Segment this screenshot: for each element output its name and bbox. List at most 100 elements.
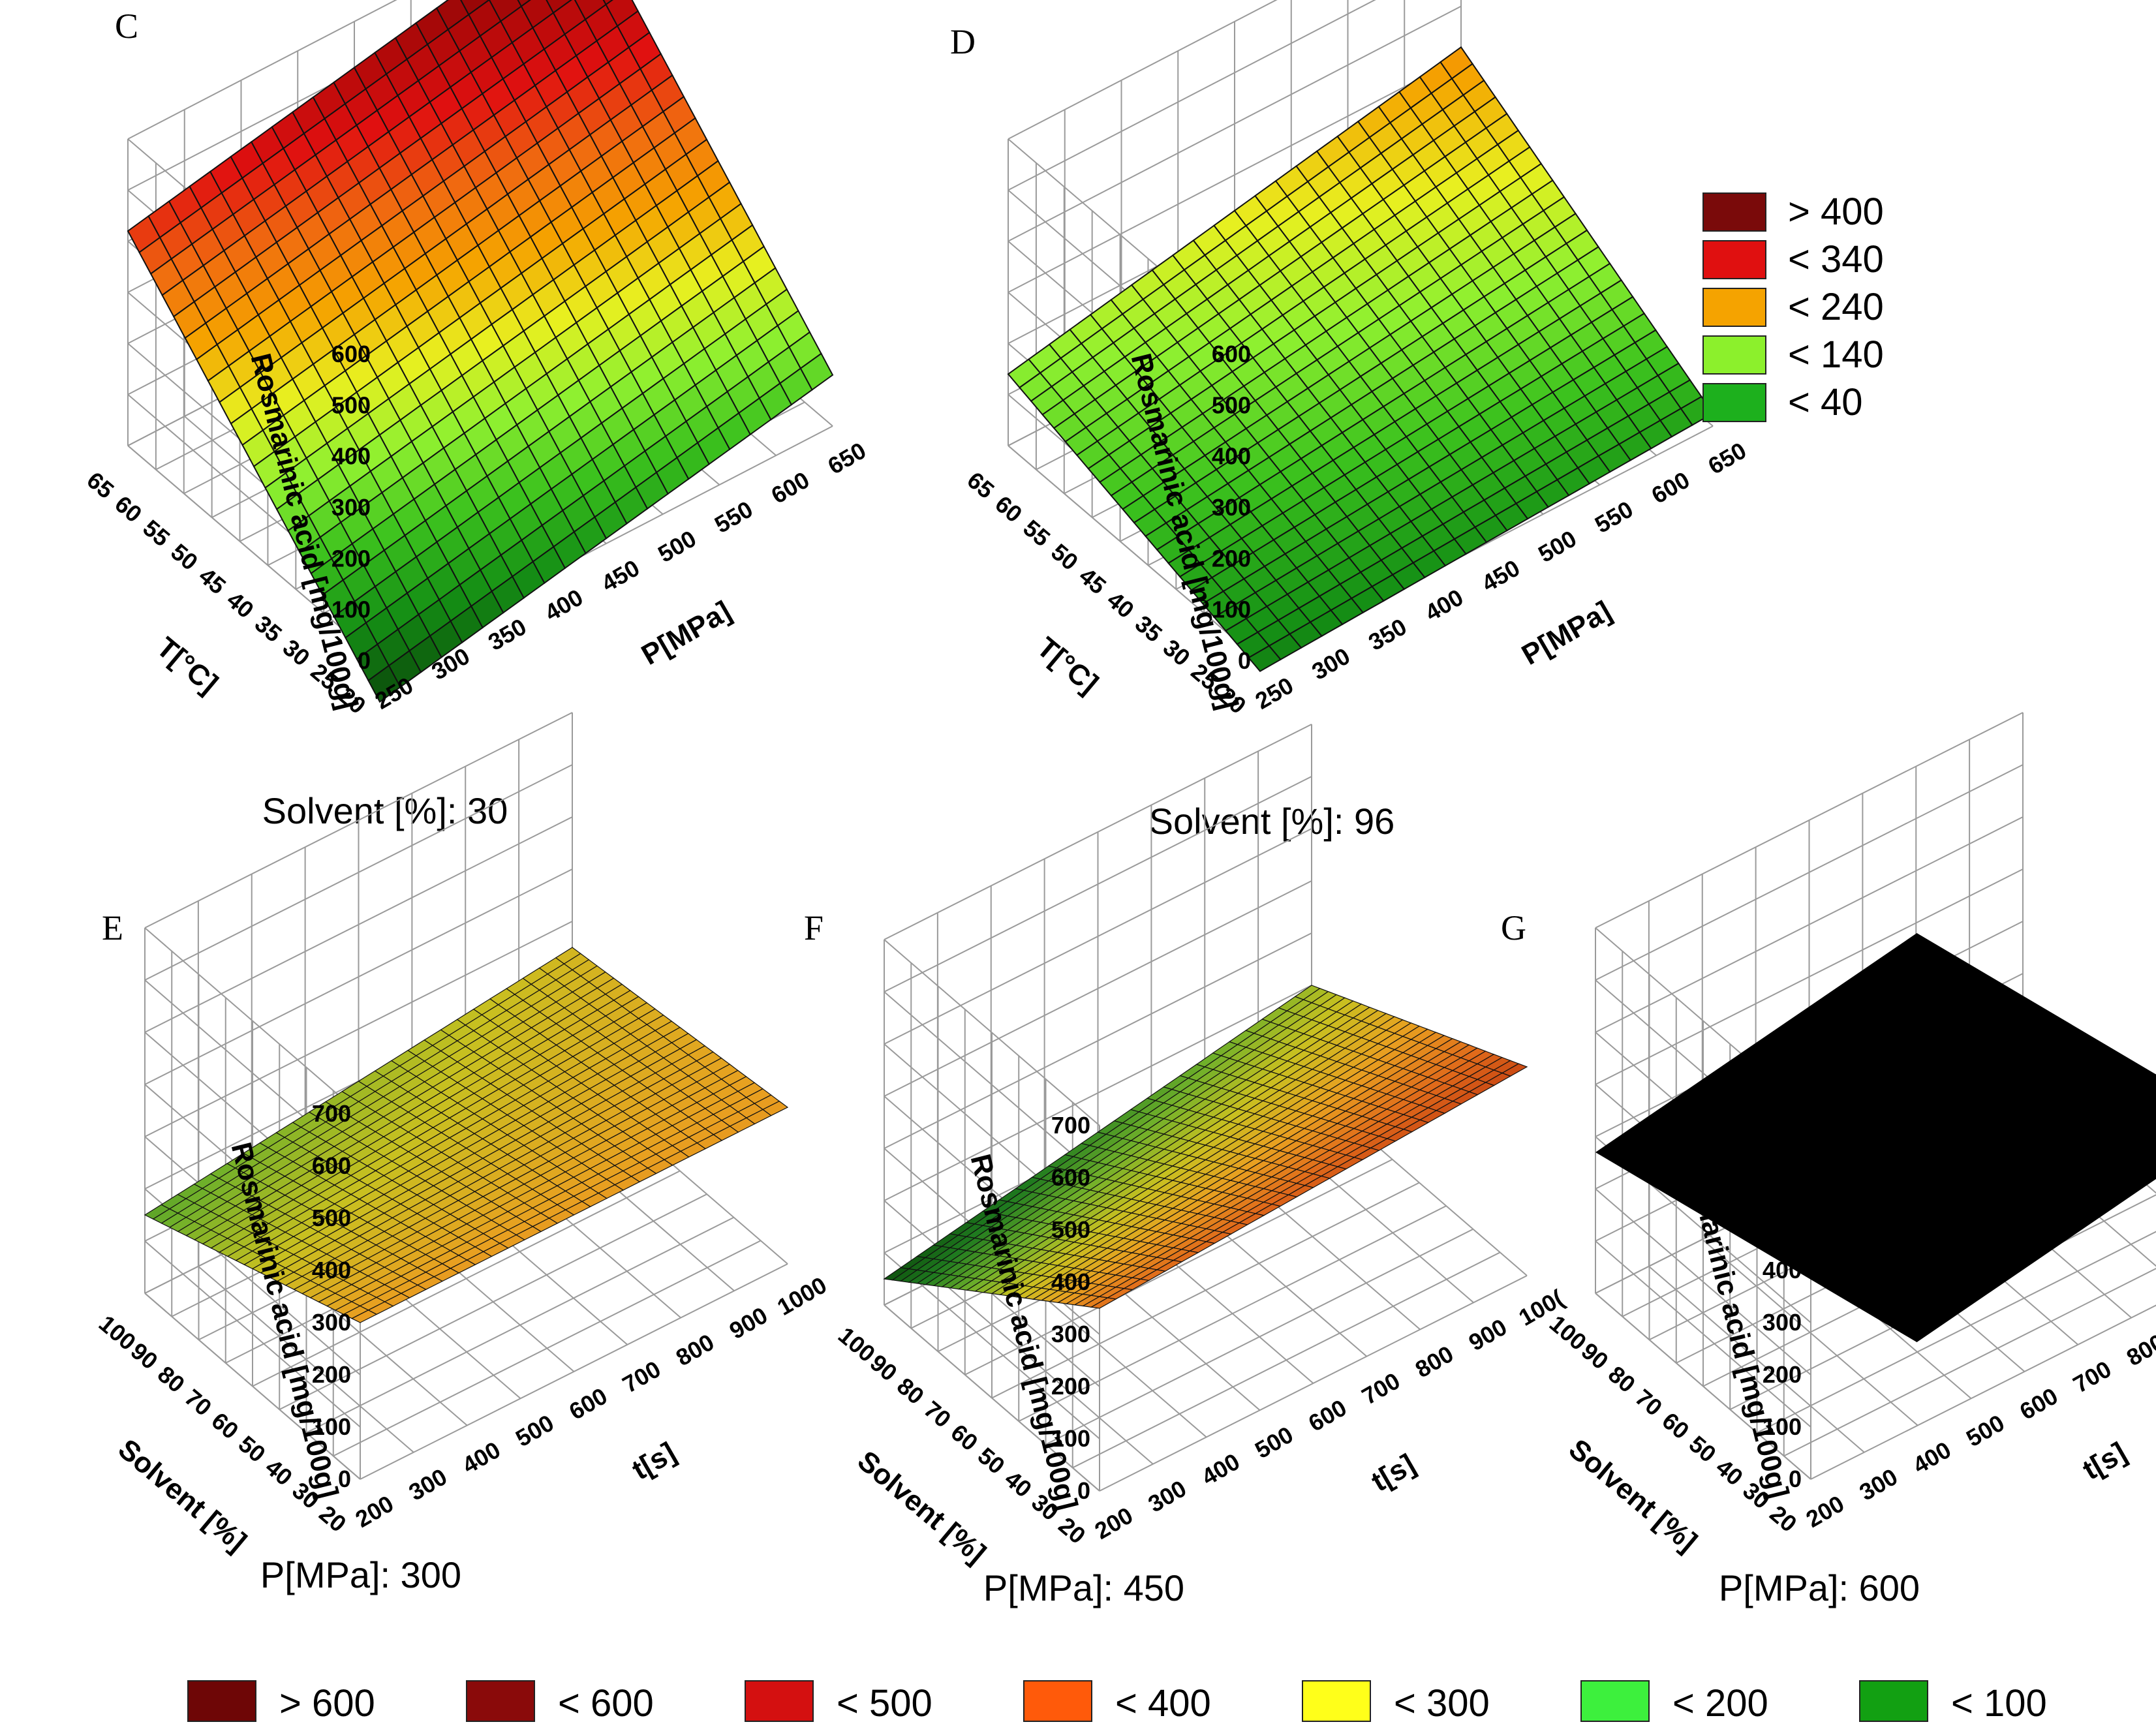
y-tick-label: 550 xyxy=(710,495,758,538)
legend-label: < 40 xyxy=(1788,381,1863,423)
y-axis-title: t[s] xyxy=(2077,1436,2132,1486)
x-tick-label: 20 xyxy=(1054,1512,1091,1549)
grid-line xyxy=(884,880,1312,1097)
z-tick-label: 200 xyxy=(331,545,371,572)
z-tick-label: 500 xyxy=(1763,1205,1802,1231)
panel-caption: Solvent [%]: 30 xyxy=(262,790,508,831)
grid-line xyxy=(144,764,573,981)
z-tick-label: 0 xyxy=(338,1466,351,1492)
z-tick-label: 300 xyxy=(312,1309,351,1336)
z-tick-label: 700 xyxy=(312,1100,351,1127)
legend-swatch xyxy=(466,1680,535,1722)
legend-bottom: > 600 < 600 < 500 < 400 < 300 < 200 < 100 xyxy=(187,1680,2047,1725)
legend-swatch xyxy=(1302,1680,1371,1722)
legend-label: < 140 xyxy=(1788,333,1884,376)
legend-label: < 200 xyxy=(1672,1682,1768,1725)
surface xyxy=(144,947,789,1323)
x-tick-label: 70 xyxy=(919,1396,956,1433)
z-tick-label: 100 xyxy=(1212,596,1251,623)
x-tick-label: 40 xyxy=(1000,1466,1037,1503)
panel-letter: G xyxy=(1501,908,1526,947)
grid-line xyxy=(1595,868,2024,1085)
grid-line xyxy=(1595,764,2024,981)
x-tick-label: 40 xyxy=(1102,586,1139,623)
y-tick-label: 200 xyxy=(1801,1490,1849,1533)
legend-swatch xyxy=(1580,1680,1650,1722)
grid-line xyxy=(884,932,1312,1149)
z-tick-label: 600 xyxy=(1051,1164,1090,1191)
x-tick-label: 40 xyxy=(222,586,259,623)
legend-label: < 100 xyxy=(1951,1682,2047,1725)
surface xyxy=(1595,933,2156,1342)
grid-line xyxy=(1008,5,1462,242)
x-tick-label: 50 xyxy=(234,1430,271,1467)
y-tick-label: 200 xyxy=(350,1490,398,1533)
x-tick-label: 30 xyxy=(278,634,315,671)
grid-line xyxy=(198,1265,414,1453)
legend-swatch xyxy=(745,1680,814,1722)
grid-line xyxy=(1595,1293,1811,1480)
y-tick-label: 500 xyxy=(511,1409,559,1452)
z-tick-label: 500 xyxy=(1051,1216,1090,1243)
x-axis-title: Solvent [%] xyxy=(852,1445,992,1570)
z-tick-label: 100 xyxy=(1763,1413,1802,1440)
grid-line xyxy=(1595,1240,1811,1428)
panel-letter: D xyxy=(950,22,976,61)
panel-caption: Solvent [%]: 96 xyxy=(1149,801,1395,842)
grid-line xyxy=(144,712,573,929)
y-tick-label: 300 xyxy=(1307,642,1355,685)
grid-line xyxy=(127,445,380,662)
z-tick-label: 100 xyxy=(331,596,371,623)
y-tick-label: 400 xyxy=(540,583,588,626)
legend-label: < 240 xyxy=(1788,286,1884,328)
grid-line xyxy=(884,724,1312,940)
grid-line xyxy=(1595,1188,1811,1375)
y-tick-label: 250 xyxy=(1250,671,1298,714)
grid-line xyxy=(144,868,573,1085)
z-tick-label: 600 xyxy=(331,341,371,367)
panel-caption: P[MPa]: 300 xyxy=(260,1554,461,1595)
y-tick-label: 800 xyxy=(671,1328,719,1372)
surface xyxy=(883,985,1528,1309)
legend-swatch xyxy=(1859,1680,1928,1722)
z-tick-label: 400 xyxy=(1212,443,1251,470)
legend-swatch xyxy=(187,1680,256,1722)
z-tick-label: 400 xyxy=(312,1257,351,1283)
z-axis-ticks: 0 100 200 300 400 500 600 xyxy=(331,341,371,674)
x-tick-label: 40 xyxy=(1711,1454,1748,1491)
y-axis-title: P[MPa] xyxy=(1517,595,1617,671)
y-axis-title: t[s] xyxy=(626,1436,681,1486)
z-tick-label: 500 xyxy=(312,1205,351,1231)
grid-line xyxy=(144,927,361,1114)
y-tick-label: 650 xyxy=(823,437,870,480)
z-tick-label: 100 xyxy=(1051,1425,1090,1452)
x-tick-label: 50 xyxy=(166,538,203,576)
grid-line xyxy=(1595,816,2024,1033)
grid-line xyxy=(144,1240,361,1428)
x-tick-label: 50 xyxy=(1046,538,1083,576)
y-tick-label: 350 xyxy=(1364,613,1411,656)
legend-swatch xyxy=(1702,192,1766,232)
y-tick-label: 900 xyxy=(725,1302,773,1345)
x-tick-label: 60 xyxy=(207,1407,244,1444)
y-tick-label: 800 xyxy=(1411,1340,1458,1383)
grid-line xyxy=(1008,0,1278,140)
x-tick-label: 70 xyxy=(1630,1384,1667,1421)
legend-swatch xyxy=(1702,288,1766,327)
grid-line xyxy=(144,921,573,1137)
x-tick-label: 65 xyxy=(82,467,119,504)
grid-line xyxy=(1008,0,1376,191)
y-axis-title: P[MPa] xyxy=(636,595,737,671)
z-tick-label: 400 xyxy=(1051,1268,1090,1295)
surface-cell xyxy=(799,352,834,391)
z-tick-label: 200 xyxy=(1212,545,1251,572)
y-tick-label: 600 xyxy=(1647,466,1695,509)
z-tick-label: 700 xyxy=(1051,1112,1090,1139)
x-axis-title: Solvent [%] xyxy=(112,1433,253,1558)
z-tick-label: 300 xyxy=(331,494,371,521)
legend-label: < 340 xyxy=(1788,238,1884,281)
surface-plane xyxy=(1595,933,2156,1342)
z-axis-ticks: 0 100 200 300 400 500 600 700 xyxy=(1763,1100,1802,1492)
